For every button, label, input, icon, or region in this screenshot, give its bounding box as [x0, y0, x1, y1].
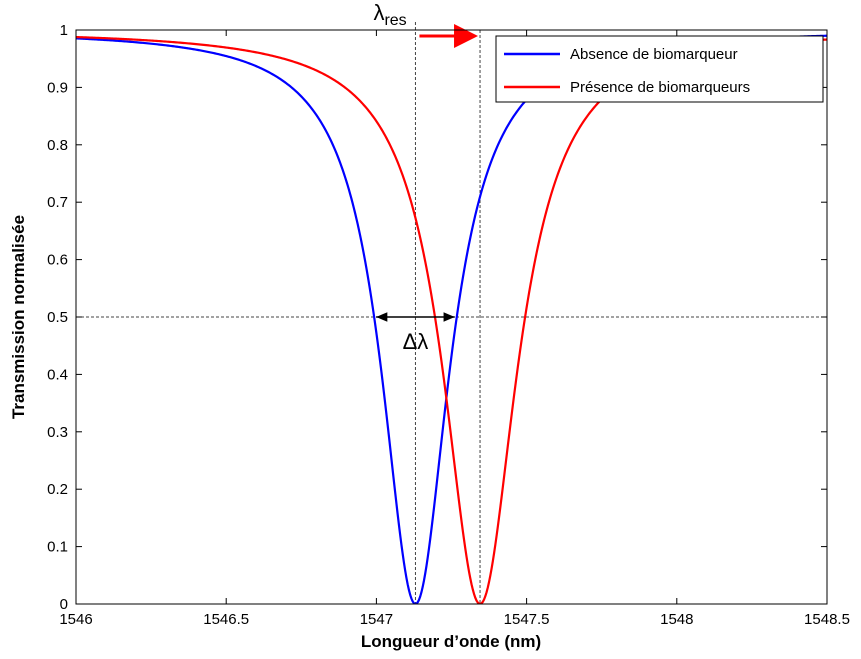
x-tick-label: 1546.5 — [203, 611, 249, 628]
legend: Absence de biomarqueur Présence de bioma… — [495, 35, 824, 103]
x-tick-label: 1546 — [59, 611, 92, 628]
y-tick-label: 0.2 — [47, 481, 68, 498]
y-tick-label: 1 — [60, 22, 68, 39]
y-tick-label: 0.4 — [47, 366, 68, 383]
y-axis-label: Transmission normalisée — [9, 215, 28, 419]
x-tick-label: 1548.5 — [804, 611, 850, 628]
y-tick-label: 0.7 — [47, 194, 68, 211]
x-tick-label: 1548 — [660, 611, 693, 628]
legend-box — [495, 35, 824, 103]
y-tick-label: 0.5 — [47, 309, 68, 326]
y-tick-label: 0.6 — [47, 252, 68, 269]
y-tick-label: 0.8 — [47, 137, 68, 154]
delta-lambda-label: Δλ — [403, 329, 429, 354]
x-axis: 1546 1546.5 1547 1547.5 1548 1548.5 — [59, 30, 850, 628]
lambda-res-label: λres — [373, 0, 406, 29]
legend-label-presence: Présence de biomarqueurs — [570, 79, 750, 96]
y-tick-label: 0.3 — [47, 424, 68, 441]
y-tick-label: 0.9 — [47, 79, 68, 96]
x-tick-label: 1547 — [360, 611, 393, 628]
y-tick-label: 0 — [60, 596, 68, 613]
y-tick-label: 0.1 — [47, 539, 68, 556]
x-tick-label: 1547.5 — [504, 611, 550, 628]
legend-label-absence: Absence de biomarqueur — [570, 46, 738, 63]
annotation-layer: λres Δλ — [373, 0, 479, 354]
x-axis-label: Longueur d’onde (nm) — [361, 632, 541, 651]
y-axis: 0 0.1 0.2 0.3 0.4 0.5 0.6 0.7 0.8 0.9 1 — [47, 22, 827, 613]
